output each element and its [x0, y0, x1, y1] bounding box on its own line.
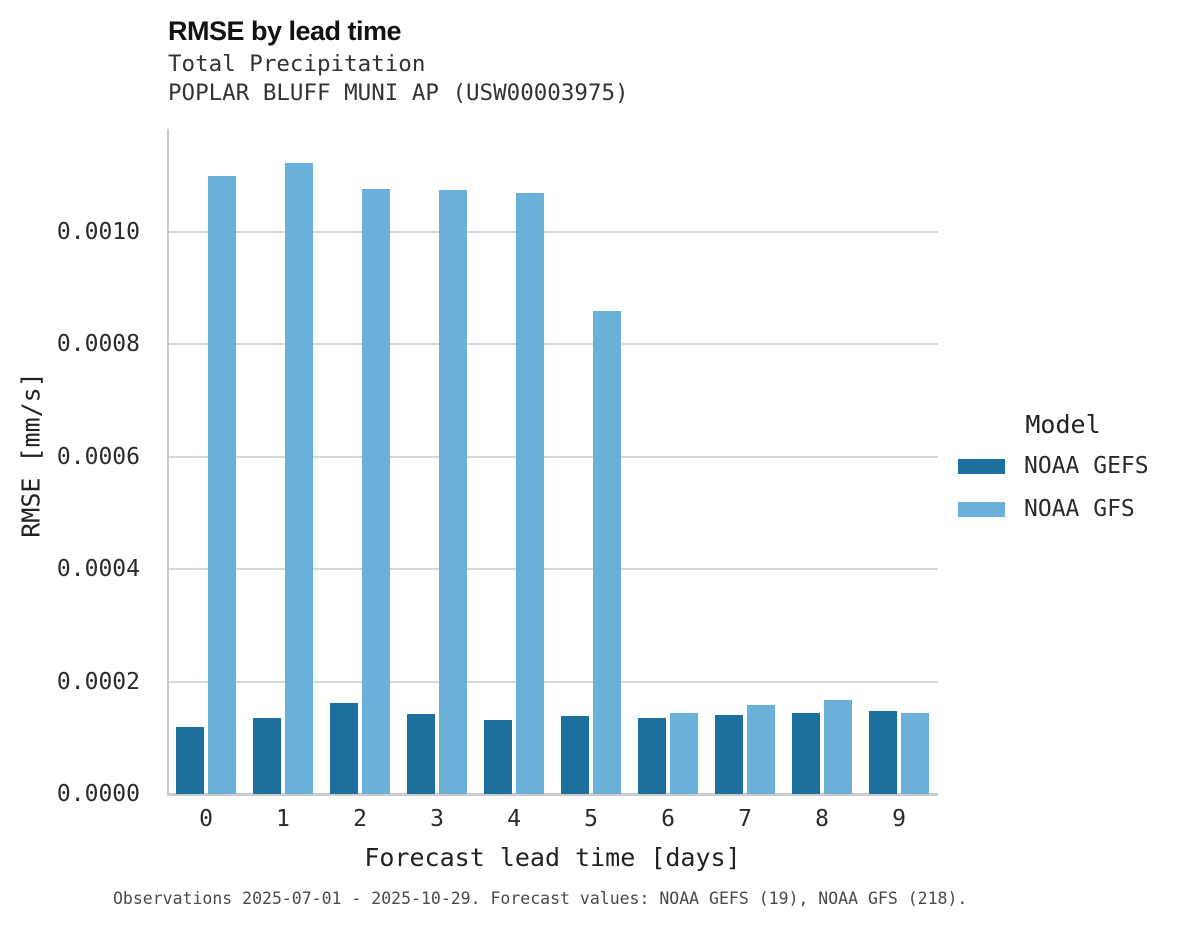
- bar-noaa-gfs-lead-8: [824, 699, 852, 794]
- gridline: [169, 680, 938, 683]
- bar-noaa-gefs-lead-2: [330, 702, 358, 794]
- bar-noaa-gfs-lead-6: [670, 712, 698, 794]
- x-tick-label: 3: [430, 806, 444, 832]
- bar-noaa-gfs-lead-3: [439, 189, 467, 794]
- x-tick-label: 9: [892, 806, 906, 832]
- legend-title: Model: [1025, 410, 1101, 439]
- y-tick-label: 0.0000: [56, 781, 140, 807]
- bar-noaa-gefs-lead-9: [869, 711, 897, 794]
- chart-title: RMSE by lead time: [168, 16, 402, 46]
- x-tick-label: 8: [815, 806, 829, 832]
- gridline: [169, 230, 938, 233]
- bar-noaa-gefs-lead-7: [715, 714, 743, 794]
- bar-noaa-gfs-lead-1: [285, 162, 313, 794]
- bar-noaa-gfs-lead-4: [516, 192, 544, 794]
- bar-noaa-gefs-lead-4: [484, 719, 512, 794]
- gridline: [169, 568, 938, 571]
- y-axis-spine: [167, 129, 169, 794]
- x-tick-label: 7: [738, 806, 752, 832]
- legend-item-label: NOAA GFS: [1024, 496, 1135, 522]
- y-tick-label: 0.0008: [56, 331, 140, 358]
- bar-noaa-gefs-lead-3: [407, 713, 435, 794]
- legend-item: NOAA GEFS: [958, 453, 1168, 479]
- x-axis-spine: [167, 793, 938, 796]
- bar-noaa-gfs-lead-0: [208, 175, 236, 794]
- legend-items: NOAA GEFS NOAA GFS: [958, 453, 1168, 522]
- bar-noaa-gefs-lead-8: [792, 712, 820, 794]
- x-tick-label: 4: [507, 806, 521, 832]
- gridline: [169, 343, 938, 346]
- y-tick-label: 0.0002: [56, 668, 140, 695]
- legend: Model NOAA GEFS NOAA GFS: [958, 410, 1168, 539]
- bar-noaa-gfs-lead-2: [362, 188, 390, 794]
- y-tick-label: 0.0004: [56, 556, 140, 583]
- chart-subtitle: Total Precipitation: [168, 51, 426, 77]
- bar-noaa-gfs-lead-9: [901, 712, 929, 794]
- chart-station-subtitle: POPLAR BLUFF MUNI AP (USW00003975): [168, 80, 629, 106]
- bar-noaa-gfs-lead-7: [747, 705, 775, 794]
- footnote: Observations 2025-07-01 - 2025-10-29. Fo…: [113, 889, 968, 908]
- x-tick-label: 1: [276, 806, 290, 832]
- bar-noaa-gefs-lead-0: [176, 726, 204, 794]
- bar-noaa-gefs-lead-6: [638, 717, 666, 794]
- bar-noaa-gefs-lead-5: [561, 716, 589, 794]
- legend-item: NOAA GFS: [958, 496, 1168, 522]
- legend-swatch: [958, 458, 1005, 474]
- bar-noaa-gefs-lead-1: [253, 718, 281, 794]
- bar-noaa-gfs-lead-5: [593, 310, 621, 794]
- legend-swatch: [958, 501, 1005, 517]
- x-tick-label: 6: [661, 806, 675, 832]
- plot-area: [167, 129, 938, 796]
- y-tick-label: 0.0006: [56, 443, 140, 470]
- x-tick-label: 0: [199, 806, 213, 832]
- y-tick-label: 0.0010: [56, 218, 140, 245]
- gridline: [169, 455, 938, 458]
- x-tick-label: 5: [584, 806, 598, 832]
- x-tick-label: 2: [353, 806, 367, 832]
- legend-item-label: NOAA GEFS: [1024, 453, 1149, 479]
- x-axis-title: Forecast lead time [days]: [364, 843, 741, 872]
